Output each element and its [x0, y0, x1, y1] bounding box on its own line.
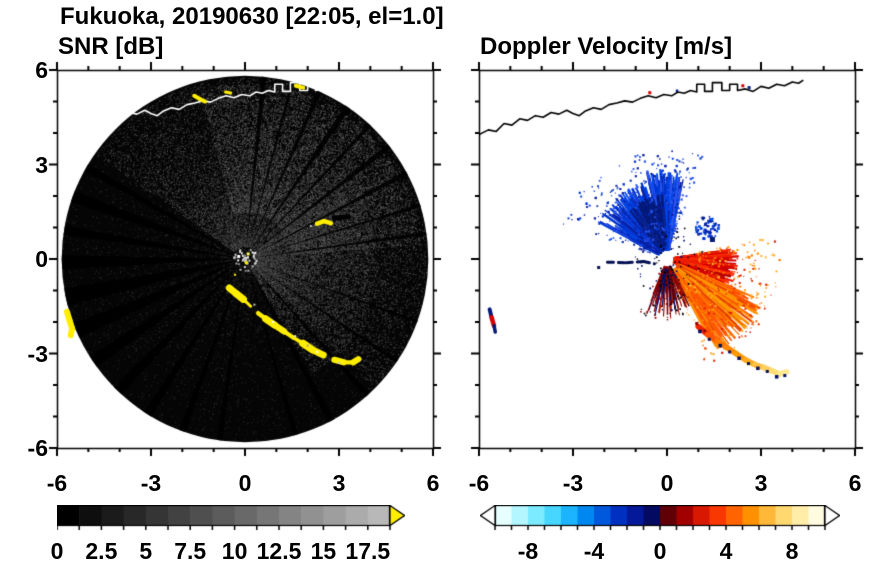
velocity-panel-title: Doppler Velocity [m/s]	[480, 33, 733, 60]
colorbar-tick-label: 10	[221, 538, 248, 564]
x-tick-label: 6	[426, 470, 440, 496]
colorbar-tick-label: 5	[139, 538, 153, 564]
snr-panel-title: SNR [dB]	[58, 33, 164, 60]
snr-ppi-plot	[57, 70, 433, 448]
colorbar-tick-label: -4	[583, 538, 605, 564]
velocity-ppi-plot	[479, 70, 855, 448]
colorbar-tick-label: 17.5	[345, 538, 391, 564]
x-tick-label: -6	[468, 470, 490, 496]
colorbar-tick-label: 0	[653, 538, 667, 564]
colorbar-tick-label: 7.5	[174, 538, 207, 564]
x-tick-label: 3	[754, 470, 768, 496]
x-tick-label: 0	[660, 470, 674, 496]
x-tick-label: 0	[238, 470, 252, 496]
x-tick-label: -3	[562, 470, 584, 496]
y-tick-label: -6	[27, 435, 48, 461]
y-tick-label: 6	[35, 57, 48, 83]
colorbar-tick-label: -8	[517, 538, 539, 564]
snr-colorbar	[57, 505, 405, 535]
x-tick-label: -6	[46, 470, 68, 496]
y-tick-label: 3	[35, 151, 48, 178]
colorbar-tick-label: 8	[785, 538, 799, 564]
colorbar-tick-label: 2.5	[85, 538, 118, 564]
y-tick-label: -3	[27, 340, 48, 367]
colorbar-tick-label: 4	[719, 538, 733, 564]
y-tick-label: 0	[35, 246, 48, 272]
colorbar-tick-label: 12.5	[256, 538, 302, 564]
x-tick-label: 3	[332, 470, 346, 496]
x-tick-label: 6	[848, 470, 862, 496]
colorbar-tick-label: 0	[50, 538, 64, 564]
colorbar-tick-label: 15	[310, 538, 337, 564]
velocity-colorbar	[480, 505, 840, 535]
figure-title: Fukuoka, 20190630 [22:05, el=1.0]	[60, 3, 444, 30]
x-tick-label: -3	[140, 470, 162, 496]
